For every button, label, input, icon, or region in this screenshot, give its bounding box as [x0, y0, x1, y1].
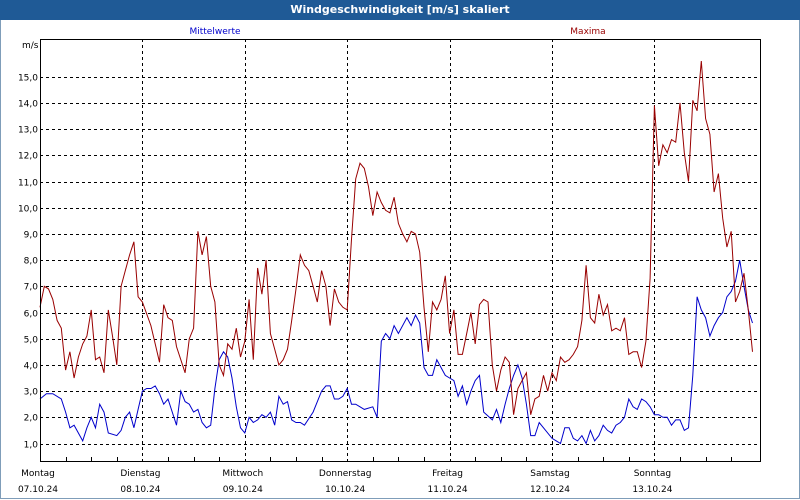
legend-entry: Mittelwerte: [189, 27, 240, 37]
grid-lines: [40, 39, 760, 461]
y-tick-label: 13,0: [18, 126, 38, 136]
y-tick-label: 4,0: [24, 362, 39, 372]
y-tick-label: 11,0: [18, 179, 38, 189]
y-tick-label: 5,0: [24, 336, 39, 346]
y-tick-label: 2,0: [24, 414, 39, 424]
y-tick-label: 10,0: [18, 205, 38, 215]
x-date-label: 13.10.24: [632, 485, 672, 495]
x-date-label: 12.10.24: [530, 485, 570, 495]
x-axis-labels: Montag 07.10.24 Dienstag 08.10.24 Mittwoch 09…: [18, 469, 673, 495]
legend-entry: Maxima: [570, 27, 605, 37]
y-tick-label: 12,0: [18, 152, 38, 162]
x-day-label: Mittwoch: [222, 469, 263, 479]
x-day-label: Montag: [21, 469, 55, 479]
x-date-label: 10.10.24: [325, 485, 365, 495]
y-tick-label: 7,0: [24, 283, 39, 293]
y-tick-label: 15,0: [18, 74, 38, 84]
x-day-label: Donnerstag: [319, 469, 372, 479]
y-tick-label: 3,0: [24, 388, 39, 398]
legend: Mittelwerte Maxima: [189, 27, 605, 37]
y-tick-label: 6,0: [24, 310, 39, 320]
x-day-label: Freitag: [432, 469, 463, 479]
x-date-label: 11.10.24: [428, 485, 468, 495]
y-axis-label: m/s: [22, 41, 39, 51]
y-tick-label: 14,0: [18, 100, 38, 110]
x-day-label: Samstag: [530, 469, 569, 479]
x-date-label: 07.10.24: [18, 485, 58, 495]
series-lines: [39, 60, 753, 445]
x-day-label: Sonntag: [634, 469, 671, 479]
series-line-maxima: [39, 60, 753, 415]
x-date-label: 08.10.24: [120, 485, 160, 495]
x-day-label: Dienstag: [120, 469, 160, 479]
series-line-mittelwerte: [39, 260, 753, 445]
y-tick-label: 9,0: [24, 231, 39, 241]
y-tick-label: 1,0: [24, 441, 39, 451]
y-tick-label: 8,0: [24, 257, 39, 267]
plot-area-border: [40, 39, 761, 462]
x-date-label: 09.10.24: [223, 485, 263, 495]
chart-title: Windgeschwindigkeit [m/s] skaliert: [0, 0, 800, 20]
y-axis-ticks: 1,0 2,0 3,0 4,0 5,0 6,0 7,0 8,0 9,0 10,0 11,0 12,0 1…: [18, 74, 38, 451]
